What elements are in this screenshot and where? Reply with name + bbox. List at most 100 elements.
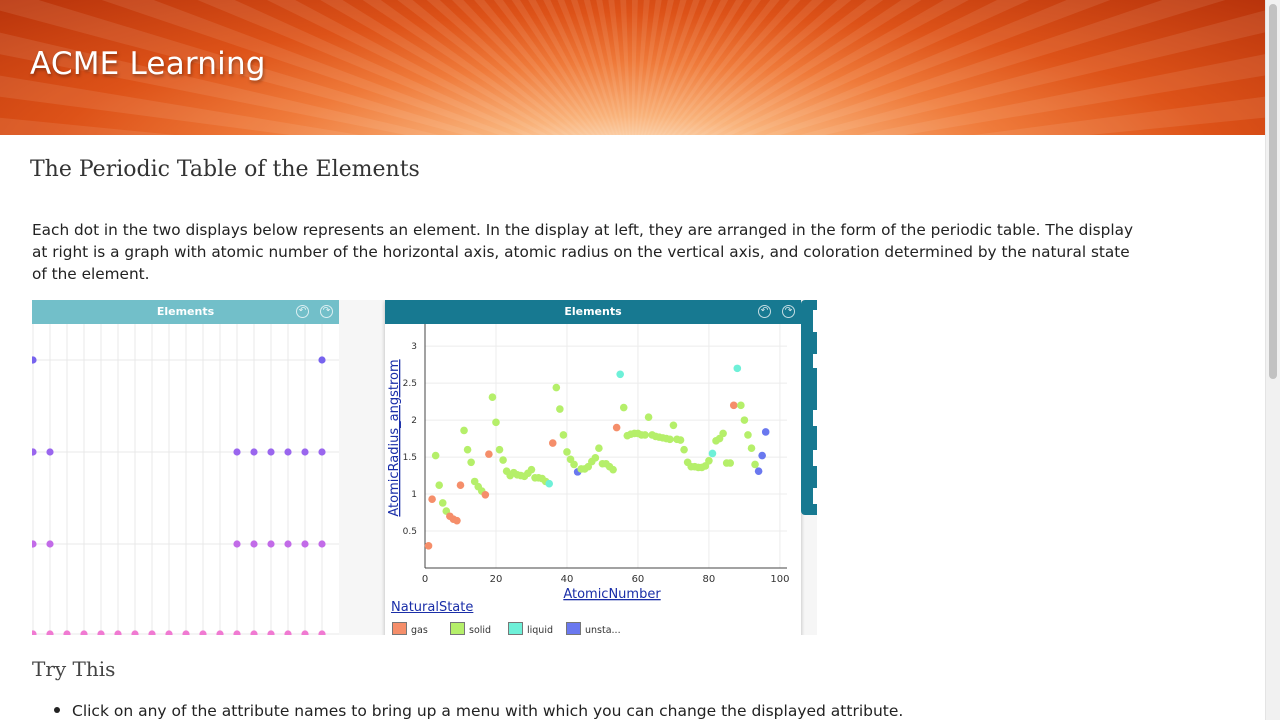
data-point[interactable] (545, 479, 554, 488)
data-point[interactable] (591, 454, 600, 462)
data-point[interactable] (453, 516, 461, 525)
data-point[interactable] (570, 460, 578, 469)
element-dot[interactable] (97, 630, 105, 635)
element-dot[interactable] (199, 630, 207, 635)
data-point[interactable] (499, 456, 507, 464)
data-point[interactable] (435, 481, 443, 489)
element-dot[interactable] (80, 630, 88, 635)
element-dot[interactable] (46, 630, 54, 635)
redo-icon[interactable]: ↷ (320, 305, 333, 318)
data-point[interactable] (641, 431, 649, 439)
data-point[interactable] (726, 459, 735, 467)
element-dot[interactable] (114, 630, 122, 635)
atomic-radius-scatter[interactable]: 0 20 40 60 80 100 0.5 1 1.5 2 2.5 3 AtomicNumber Atom… (385, 324, 801, 604)
element-dot[interactable] (165, 630, 173, 635)
scatter-tile-titlebar[interactable]: Elements ↶ ↷ (385, 300, 801, 324)
data-point[interactable] (644, 413, 653, 421)
data-point[interactable] (708, 449, 717, 458)
legend-item-gas[interactable]: gas (392, 622, 428, 635)
element-dot[interactable] (233, 448, 241, 456)
element-dot[interactable] (267, 448, 275, 456)
element-dot[interactable] (46, 540, 54, 548)
data-point[interactable] (595, 444, 603, 453)
data-point[interactable] (666, 435, 674, 444)
element-dot[interactable] (250, 540, 258, 548)
data-point[interactable] (456, 481, 465, 489)
data-point[interactable] (751, 460, 759, 469)
undo-icon[interactable]: ↶ (758, 305, 771, 318)
element-dot[interactable] (148, 630, 156, 635)
periodic-table-tile-titlebar[interactable]: Elements ↶ ↷ (32, 300, 339, 324)
legend-attribute-label[interactable]: NaturalState (391, 600, 474, 615)
element-dot[interactable] (233, 540, 241, 548)
data-point[interactable] (424, 542, 433, 550)
data-point[interactable] (744, 431, 752, 439)
data-point[interactable] (485, 450, 493, 458)
data-point[interactable] (548, 439, 557, 447)
element-dot[interactable] (233, 630, 241, 635)
data-point[interactable] (719, 429, 727, 438)
periodic-table-plot[interactable] (32, 324, 339, 635)
data-point[interactable] (758, 451, 766, 460)
data-workspace[interactable]: Elements ↶ ↷ Elements ↶ ↷ 0 20 40 60 80 100 0.… (32, 300, 817, 635)
data-point[interactable] (737, 401, 745, 410)
data-point[interactable] (481, 491, 490, 499)
data-point[interactable] (733, 364, 742, 373)
data-point[interactable] (556, 405, 564, 413)
element-dot[interactable] (267, 630, 275, 635)
inspector-button[interactable] (813, 488, 817, 504)
undo-icon[interactable]: ↶ (296, 305, 309, 318)
scatter-plot-tile[interactable]: Elements ↶ ↷ 0 20 40 60 80 100 0.5 1 1.5 2 2.5 3 Ato… (385, 300, 801, 635)
element-dot[interactable] (301, 540, 309, 548)
element-dot[interactable] (318, 630, 326, 635)
data-point[interactable] (492, 418, 500, 427)
data-point[interactable] (676, 436, 685, 444)
data-point[interactable] (438, 499, 447, 507)
data-point[interactable] (619, 403, 628, 412)
element-dot[interactable] (250, 630, 258, 635)
data-point[interactable] (463, 445, 472, 454)
element-dot[interactable] (216, 630, 224, 635)
data-point[interactable] (609, 465, 617, 474)
element-dot[interactable] (131, 630, 139, 635)
data-point[interactable] (740, 416, 749, 424)
data-point[interactable] (761, 428, 770, 436)
data-point[interactable] (754, 467, 763, 475)
legend-item-unstable[interactable]: unsta... (566, 622, 621, 635)
element-dot[interactable] (182, 630, 190, 635)
inspector-button[interactable] (813, 310, 817, 332)
element-dot[interactable] (284, 540, 292, 548)
inspector-button[interactable] (813, 410, 817, 426)
element-dot[interactable] (32, 540, 37, 548)
data-point[interactable] (612, 423, 621, 432)
data-point[interactable] (428, 495, 436, 504)
legend-item-solid[interactable]: solid (450, 622, 491, 635)
data-point[interactable] (527, 465, 536, 474)
periodic-table-tile[interactable]: Elements ↶ ↷ (32, 300, 339, 635)
data-point[interactable] (729, 401, 738, 410)
inspector-button[interactable] (813, 354, 817, 368)
data-point[interactable] (747, 444, 756, 453)
element-dot[interactable] (32, 356, 37, 364)
data-point[interactable] (705, 456, 713, 465)
element-dot[interactable] (301, 630, 309, 635)
inspector-button[interactable] (813, 450, 817, 466)
page-scrollbar[interactable] (1265, 0, 1280, 720)
redo-icon[interactable]: ↷ (782, 305, 795, 318)
y-axis-label[interactable]: AtomicRadius_angstrom (387, 359, 402, 516)
element-dot[interactable] (46, 448, 54, 456)
data-point[interactable] (680, 445, 688, 454)
element-dot[interactable] (250, 448, 258, 456)
element-dot[interactable] (318, 448, 326, 456)
element-dot[interactable] (284, 448, 292, 456)
scrollbar-thumb[interactable] (1269, 4, 1277, 379)
data-point[interactable] (495, 445, 504, 454)
element-dot[interactable] (284, 630, 292, 635)
data-point[interactable] (467, 458, 475, 467)
element-dot[interactable] (267, 540, 275, 548)
brand-logo[interactable]: ACME Learning (30, 46, 266, 82)
data-point[interactable] (616, 370, 624, 379)
data-point[interactable] (488, 393, 497, 401)
element-dot[interactable] (32, 630, 37, 635)
data-point[interactable] (563, 448, 571, 456)
